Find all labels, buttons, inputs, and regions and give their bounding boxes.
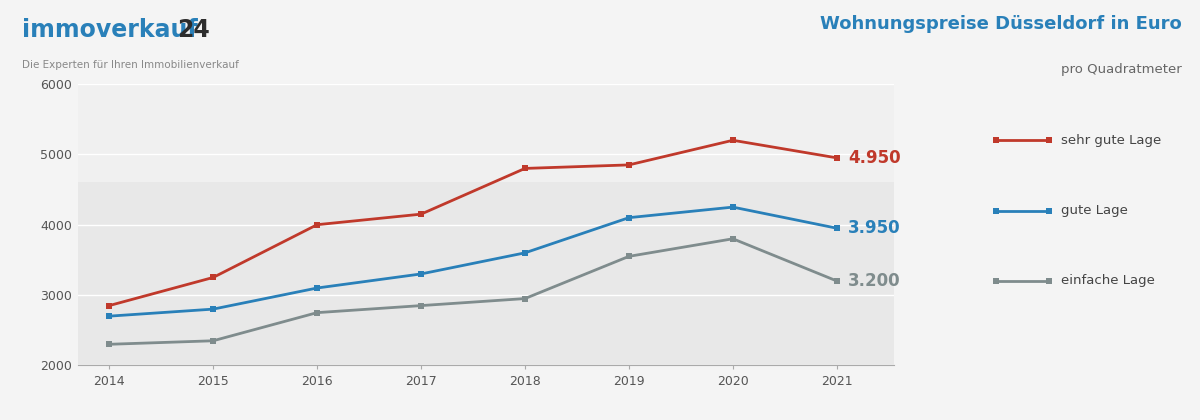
Text: 3.950: 3.950 [848, 219, 900, 237]
Text: 3.200: 3.200 [848, 272, 900, 290]
Text: Wohnungspreise Düsseldorf in Euro: Wohnungspreise Düsseldorf in Euro [821, 15, 1182, 33]
Text: 4.950: 4.950 [848, 149, 900, 167]
Text: Die Experten für Ihren Immobilienverkauf: Die Experten für Ihren Immobilienverkauf [22, 60, 239, 71]
Text: sehr gute Lage: sehr gute Lage [1061, 134, 1162, 147]
Text: gute Lage: gute Lage [1061, 204, 1128, 217]
Text: einfache Lage: einfache Lage [1061, 275, 1154, 287]
Bar [78, 84, 894, 182]
Text: pro Quadratmeter: pro Quadratmeter [1061, 63, 1182, 76]
Text: immoverkauf: immoverkauf [22, 18, 197, 42]
Text: 24: 24 [178, 18, 210, 42]
